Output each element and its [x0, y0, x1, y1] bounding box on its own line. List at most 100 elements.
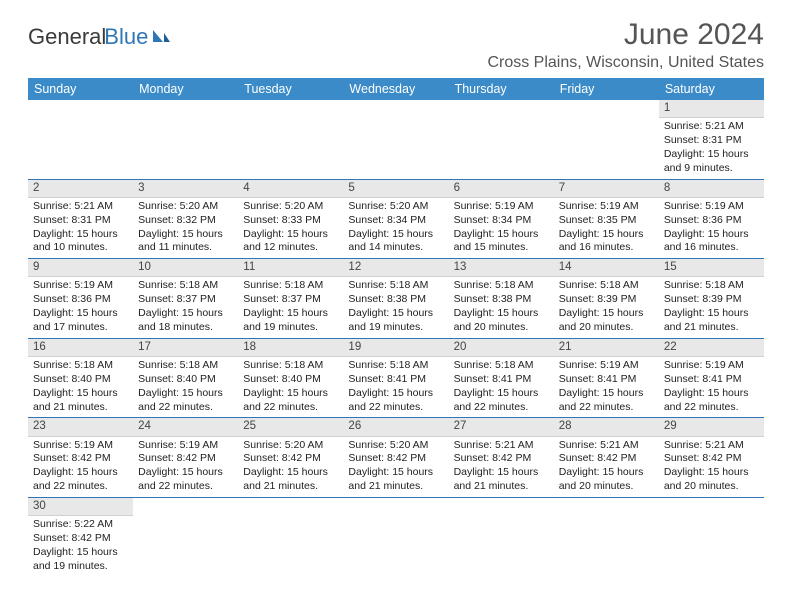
day-number: 20	[449, 339, 554, 357]
sunrise-text: Sunrise: 5:19 AM	[664, 200, 759, 214]
day-number: 17	[133, 339, 238, 357]
calendar-week-row: 16Sunrise: 5:18 AMSunset: 8:40 PMDayligh…	[28, 338, 764, 418]
sunrise-text: Sunrise: 5:18 AM	[559, 279, 654, 293]
day-number: 1	[659, 100, 764, 118]
sunrise-text: Sunrise: 5:18 AM	[138, 359, 233, 373]
calendar-cell: 28Sunrise: 5:21 AMSunset: 8:42 PMDayligh…	[554, 418, 659, 498]
day-details: Sunrise: 5:19 AMSunset: 8:41 PMDaylight:…	[659, 357, 764, 417]
calendar-cell	[28, 100, 133, 179]
sunrise-text: Sunrise: 5:18 AM	[348, 359, 443, 373]
calendar-cell: 30Sunrise: 5:22 AMSunset: 8:42 PMDayligh…	[28, 498, 133, 577]
day-number: 23	[28, 418, 133, 436]
day-number: 19	[343, 339, 448, 357]
day-details: Sunrise: 5:20 AMSunset: 8:42 PMDaylight:…	[238, 437, 343, 497]
daylight-text: Daylight: 15 hours and 16 minutes.	[664, 228, 759, 256]
day-details: Sunrise: 5:21 AMSunset: 8:31 PMDaylight:…	[659, 118, 764, 178]
calendar-cell: 14Sunrise: 5:18 AMSunset: 8:39 PMDayligh…	[554, 259, 659, 339]
sunrise-text: Sunrise: 5:19 AM	[33, 439, 128, 453]
daylight-text: Daylight: 15 hours and 20 minutes.	[559, 466, 654, 494]
sunrise-text: Sunrise: 5:19 AM	[33, 279, 128, 293]
calendar-cell: 19Sunrise: 5:18 AMSunset: 8:41 PMDayligh…	[343, 338, 448, 418]
sunset-text: Sunset: 8:37 PM	[138, 293, 233, 307]
calendar-body: 1Sunrise: 5:21 AMSunset: 8:31 PMDaylight…	[28, 100, 764, 577]
dayname-sun: Sunday	[28, 78, 133, 100]
calendar-cell: 16Sunrise: 5:18 AMSunset: 8:40 PMDayligh…	[28, 338, 133, 418]
sunrise-text: Sunrise: 5:18 AM	[243, 279, 338, 293]
dayname-wed: Wednesday	[343, 78, 448, 100]
sunrise-text: Sunrise: 5:20 AM	[348, 200, 443, 214]
dayname-thu: Thursday	[449, 78, 554, 100]
day-number: 4	[238, 180, 343, 198]
calendar-cell: 7Sunrise: 5:19 AMSunset: 8:35 PMDaylight…	[554, 179, 659, 259]
sunrise-text: Sunrise: 5:20 AM	[243, 200, 338, 214]
daylight-text: Daylight: 15 hours and 21 minutes.	[33, 387, 128, 415]
day-number: 2	[28, 180, 133, 198]
sunset-text: Sunset: 8:41 PM	[348, 373, 443, 387]
daylight-text: Daylight: 15 hours and 11 minutes.	[138, 228, 233, 256]
day-details: Sunrise: 5:19 AMSunset: 8:36 PMDaylight:…	[28, 277, 133, 337]
sunrise-text: Sunrise: 5:18 AM	[33, 359, 128, 373]
calendar-cell	[133, 498, 238, 577]
sunset-text: Sunset: 8:41 PM	[664, 373, 759, 387]
calendar-week-row: 30Sunrise: 5:22 AMSunset: 8:42 PMDayligh…	[28, 498, 764, 577]
calendar-cell: 3Sunrise: 5:20 AMSunset: 8:32 PMDaylight…	[133, 179, 238, 259]
day-number: 11	[238, 259, 343, 277]
daylight-text: Daylight: 15 hours and 19 minutes.	[33, 546, 128, 574]
daylight-text: Daylight: 15 hours and 18 minutes.	[138, 307, 233, 335]
calendar-cell	[554, 100, 659, 179]
calendar-cell: 23Sunrise: 5:19 AMSunset: 8:42 PMDayligh…	[28, 418, 133, 498]
sunrise-text: Sunrise: 5:21 AM	[33, 200, 128, 214]
day-details: Sunrise: 5:18 AMSunset: 8:40 PMDaylight:…	[28, 357, 133, 417]
day-details: Sunrise: 5:18 AMSunset: 8:40 PMDaylight:…	[133, 357, 238, 417]
calendar-cell: 10Sunrise: 5:18 AMSunset: 8:37 PMDayligh…	[133, 259, 238, 339]
day-details: Sunrise: 5:18 AMSunset: 8:38 PMDaylight:…	[343, 277, 448, 337]
sunrise-text: Sunrise: 5:20 AM	[138, 200, 233, 214]
calendar-cell	[343, 100, 448, 179]
calendar-cell	[343, 498, 448, 577]
sunrise-text: Sunrise: 5:19 AM	[559, 200, 654, 214]
daylight-text: Daylight: 15 hours and 16 minutes.	[559, 228, 654, 256]
calendar-cell: 6Sunrise: 5:19 AMSunset: 8:34 PMDaylight…	[449, 179, 554, 259]
daylight-text: Daylight: 15 hours and 22 minutes.	[138, 387, 233, 415]
calendar-cell: 26Sunrise: 5:20 AMSunset: 8:42 PMDayligh…	[343, 418, 448, 498]
daylight-text: Daylight: 15 hours and 22 minutes.	[243, 387, 338, 415]
day-number: 29	[659, 418, 764, 436]
sunset-text: Sunset: 8:38 PM	[348, 293, 443, 307]
sunset-text: Sunset: 8:42 PM	[138, 452, 233, 466]
sunset-text: Sunset: 8:42 PM	[243, 452, 338, 466]
calendar-cell	[554, 498, 659, 577]
sail-icon	[151, 24, 171, 50]
sunset-text: Sunset: 8:37 PM	[243, 293, 338, 307]
day-details: Sunrise: 5:18 AMSunset: 8:41 PMDaylight:…	[343, 357, 448, 417]
sunrise-text: Sunrise: 5:18 AM	[138, 279, 233, 293]
day-number: 18	[238, 339, 343, 357]
month-title: June 2024	[487, 18, 764, 52]
sunset-text: Sunset: 8:40 PM	[138, 373, 233, 387]
day-number: 30	[28, 498, 133, 516]
calendar-cell: 18Sunrise: 5:18 AMSunset: 8:40 PMDayligh…	[238, 338, 343, 418]
calendar-cell	[133, 100, 238, 179]
dayname-tue: Tuesday	[238, 78, 343, 100]
day-number: 7	[554, 180, 659, 198]
calendar-cell	[449, 100, 554, 179]
day-number: 14	[554, 259, 659, 277]
sunrise-text: Sunrise: 5:21 AM	[454, 439, 549, 453]
sunset-text: Sunset: 8:42 PM	[33, 452, 128, 466]
daylight-text: Daylight: 15 hours and 17 minutes.	[33, 307, 128, 335]
sunrise-text: Sunrise: 5:21 AM	[664, 439, 759, 453]
brand-part2: Blue	[104, 24, 148, 50]
sunset-text: Sunset: 8:34 PM	[454, 214, 549, 228]
dayname-sat: Saturday	[659, 78, 764, 100]
calendar-week-row: 1Sunrise: 5:21 AMSunset: 8:31 PMDaylight…	[28, 100, 764, 179]
sunrise-text: Sunrise: 5:18 AM	[454, 279, 549, 293]
calendar-cell: 13Sunrise: 5:18 AMSunset: 8:38 PMDayligh…	[449, 259, 554, 339]
calendar-cell: 15Sunrise: 5:18 AMSunset: 8:39 PMDayligh…	[659, 259, 764, 339]
sunrise-text: Sunrise: 5:20 AM	[243, 439, 338, 453]
calendar-cell: 21Sunrise: 5:19 AMSunset: 8:41 PMDayligh…	[554, 338, 659, 418]
day-details: Sunrise: 5:19 AMSunset: 8:35 PMDaylight:…	[554, 198, 659, 258]
sunset-text: Sunset: 8:36 PM	[33, 293, 128, 307]
sunset-text: Sunset: 8:38 PM	[454, 293, 549, 307]
calendar-cell	[449, 498, 554, 577]
day-number: 22	[659, 339, 764, 357]
day-details: Sunrise: 5:22 AMSunset: 8:42 PMDaylight:…	[28, 516, 133, 576]
